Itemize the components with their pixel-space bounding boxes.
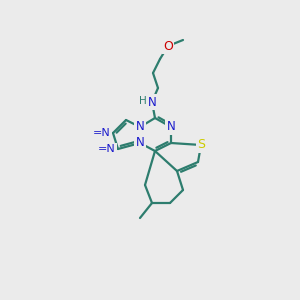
Text: N: N: [148, 95, 156, 109]
Text: N: N: [136, 121, 144, 134]
Text: S: S: [197, 139, 205, 152]
Text: N: N: [167, 121, 176, 134]
Text: H: H: [139, 96, 147, 106]
Text: N: N: [136, 136, 144, 149]
Text: O: O: [163, 40, 173, 52]
Text: =N: =N: [98, 144, 116, 154]
Text: =N: =N: [93, 128, 111, 138]
